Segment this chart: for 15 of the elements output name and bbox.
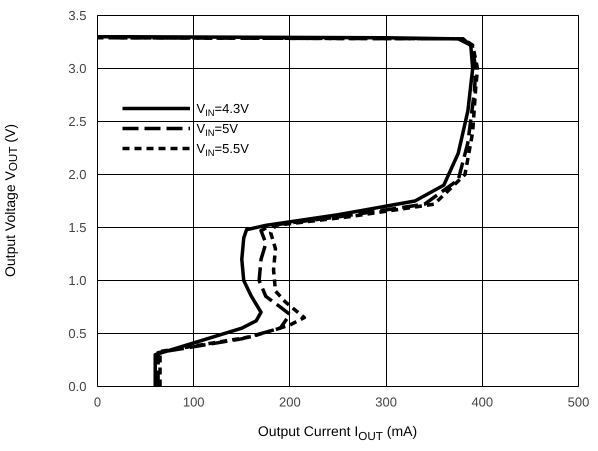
x-axis-title: Output Current I$_{OUT}$ (mA) <box>256 422 418 445</box>
y-tick-label: 0.5 <box>68 326 87 341</box>
x-tick-label: 300 <box>375 394 397 410</box>
y-tick-label: 1.5 <box>68 220 87 235</box>
x-tick-label: 100 <box>182 394 205 410</box>
y-tick-label: 3.0 <box>68 61 87 76</box>
y-tick-label: 0.0 <box>68 379 87 394</box>
y-tick-label: 1.0 <box>68 273 87 288</box>
y-tick-label: 2.5 <box>68 114 87 129</box>
x-tick-label: 400 <box>471 394 494 410</box>
y-tick-label: 3.5 <box>68 8 87 23</box>
x-tick-label: 200 <box>279 394 301 410</box>
x-tick-label: 0 <box>94 394 102 410</box>
x-tick-label: 500 <box>568 394 590 410</box>
y-tick-label: 2.0 <box>68 167 87 182</box>
